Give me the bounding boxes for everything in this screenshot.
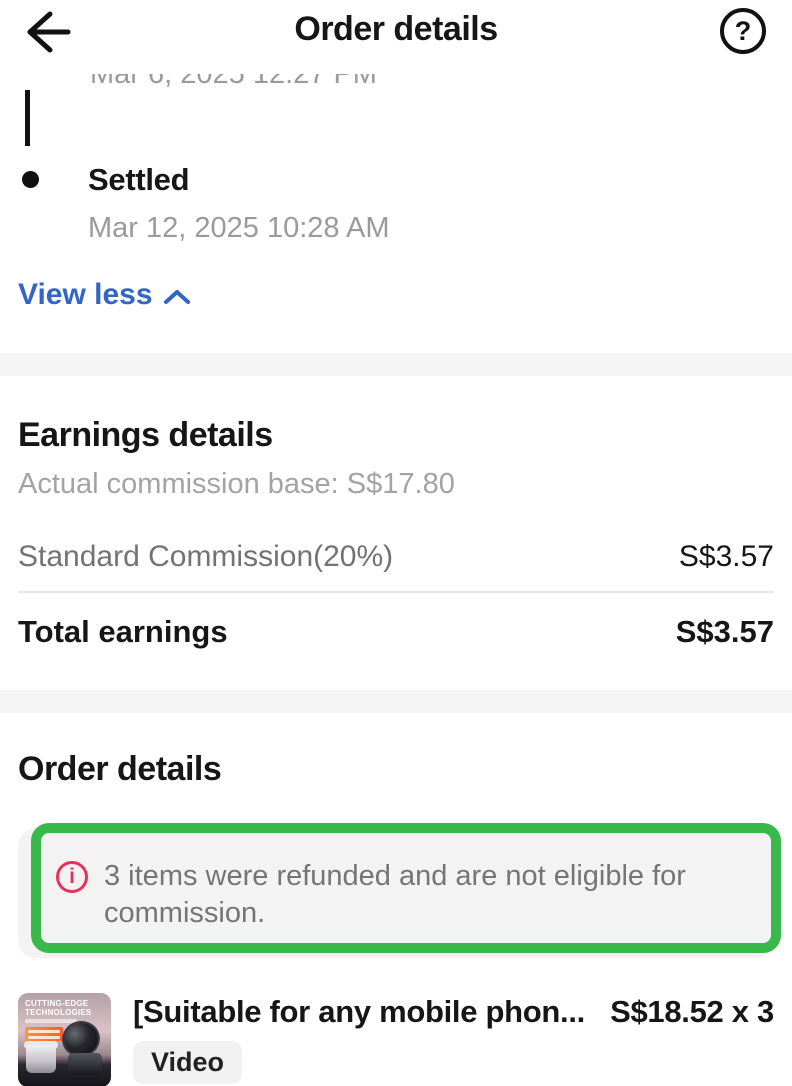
question-mark-icon: ? <box>734 15 752 46</box>
product-price-quantity: S$18.52 x 3 <box>610 994 774 1029</box>
section-divider <box>0 690 792 713</box>
timeline-status-timestamp: Mar 12, 2025 10:28 AM <box>88 212 390 244</box>
thumbnail-orange-badge <box>25 1027 63 1041</box>
back-button[interactable] <box>20 8 72 56</box>
commission-base-text: Actual commission base: S$17.80 <box>18 468 455 500</box>
back-arrow-icon <box>27 11 71 53</box>
product-title[interactable]: [Suitable for any mobile phon... <box>133 994 585 1029</box>
thumbnail-subtext-bar <box>25 1019 77 1023</box>
refund-notice-text: 3 items were refunded and are not eligib… <box>104 860 686 929</box>
thumbnail-jar <box>26 1045 56 1073</box>
help-button[interactable]: ? <box>720 8 766 54</box>
thumbnail-phone-mount-base <box>68 1053 102 1075</box>
order-section-title: Order details <box>18 750 222 788</box>
refund-notice-box <box>18 828 774 958</box>
total-earnings-label: Total earnings <box>18 614 228 649</box>
content-type-badge: Video <box>133 1041 243 1084</box>
view-less-link[interactable]: View less <box>18 278 191 312</box>
section-divider <box>0 353 792 376</box>
commission-row-value: S$3.57 <box>678 540 774 573</box>
timeline-clipped-timestamp: Mar 6, 2025 12:27 PM <box>90 74 377 90</box>
view-less-label: View less <box>18 278 153 311</box>
timeline-connector-line <box>25 90 30 146</box>
product-row[interactable]: CUTTING-EDGE TECHNOLOGIES [Suitable for … <box>0 985 792 1086</box>
product-thumbnail[interactable]: CUTTING-EDGE TECHNOLOGIES <box>18 993 111 1086</box>
earnings-section-title: Earnings details <box>18 416 273 454</box>
thumbnail-text: CUTTING-EDGE <box>25 999 89 1008</box>
header: Order details ? <box>0 0 792 64</box>
chevron-up-icon <box>163 290 190 304</box>
page-title: Order details <box>294 10 498 48</box>
thumbnail-text: TECHNOLOGIES <box>25 1008 92 1017</box>
row-divider <box>18 591 774 593</box>
timeline-status: Settled <box>88 162 190 197</box>
total-earnings-value: S$3.57 <box>675 614 774 649</box>
timeline-dot <box>22 171 39 188</box>
commission-row-label: Standard Commission(20%) <box>18 540 394 573</box>
info-icon: i <box>56 861 88 893</box>
